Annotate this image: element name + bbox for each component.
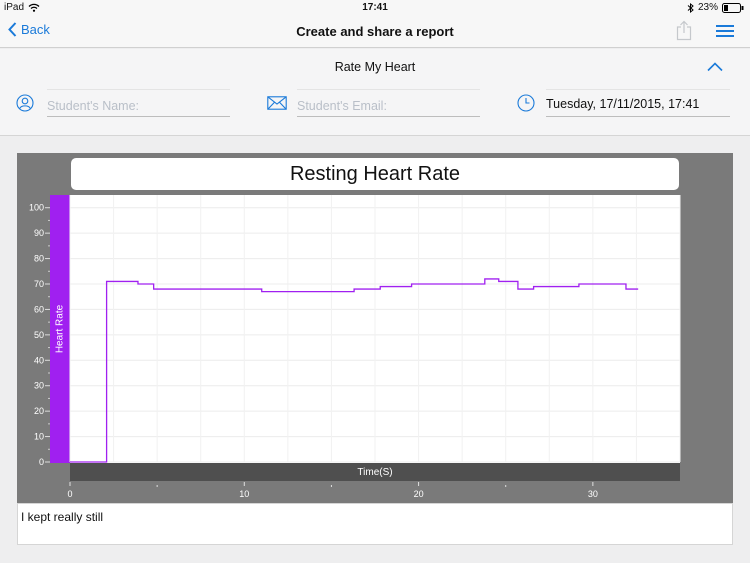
- status-left: iPad: [4, 2, 40, 13]
- battery-icon: [722, 2, 744, 13]
- navigation-bar: Back Create and share a report: [0, 16, 750, 48]
- x-tick-label: 30: [588, 489, 598, 499]
- status-right: 23%: [687, 2, 744, 13]
- status-time: 17:41: [362, 2, 388, 13]
- x-tick-label: 10: [239, 489, 249, 499]
- series-line: [70, 278, 639, 463]
- x-axis-label: Time(S): [70, 463, 680, 481]
- menu-icon[interactable]: [716, 24, 734, 38]
- clock-icon: [517, 94, 535, 112]
- y-tick-label: 30: [34, 381, 44, 391]
- notes-field[interactable]: I kept really still: [17, 503, 733, 545]
- share-icon[interactable]: [676, 20, 692, 41]
- chevron-up-icon[interactable]: [706, 61, 724, 73]
- y-tick-label: 90: [34, 228, 44, 238]
- wifi-icon: [28, 3, 40, 12]
- device-name: iPad: [4, 2, 25, 13]
- x-tick-label: 0: [67, 489, 72, 499]
- chart-title: Resting Heart Rate: [71, 158, 679, 190]
- y-tick-label: 40: [34, 355, 44, 365]
- y-tick-label: 20: [34, 406, 44, 416]
- y-axis-label-band: [50, 195, 70, 463]
- x-tick-label: 20: [414, 489, 424, 499]
- student-email-field[interactable]: [297, 89, 480, 117]
- y-tick-label: 60: [34, 304, 44, 314]
- heart-rate-chart: 0 10 20 30 40 50 60 70 80 90 100 0 10 20 30: [29, 195, 681, 499]
- y-tick-label: 70: [34, 279, 44, 289]
- form-title: Rate My Heart: [334, 60, 416, 74]
- y-tick-label: 0: [39, 457, 44, 467]
- report-form: Rate My Heart Tuesday, 17/11/2015, 17:41: [0, 49, 750, 136]
- chevron-left-icon: [8, 22, 17, 37]
- date-time-field[interactable]: Tuesday, 17/11/2015, 17:41: [546, 89, 730, 117]
- battery-percent: 23%: [697, 2, 718, 13]
- bluetooth-icon: [687, 2, 694, 13]
- status-bar: iPad 17:41 23%: [0, 0, 750, 16]
- y-tick-label: 50: [34, 330, 44, 340]
- user-icon: [16, 94, 34, 112]
- page-title: Create and share a report: [296, 24, 454, 39]
- student-name-field[interactable]: [47, 89, 230, 117]
- y-tick-label: 100: [29, 203, 44, 213]
- back-button[interactable]: Back: [8, 22, 50, 37]
- y-tick-label: 10: [34, 432, 44, 442]
- envelope-icon: [267, 96, 287, 110]
- y-tick-label: 80: [34, 254, 44, 264]
- back-label: Back: [21, 22, 50, 37]
